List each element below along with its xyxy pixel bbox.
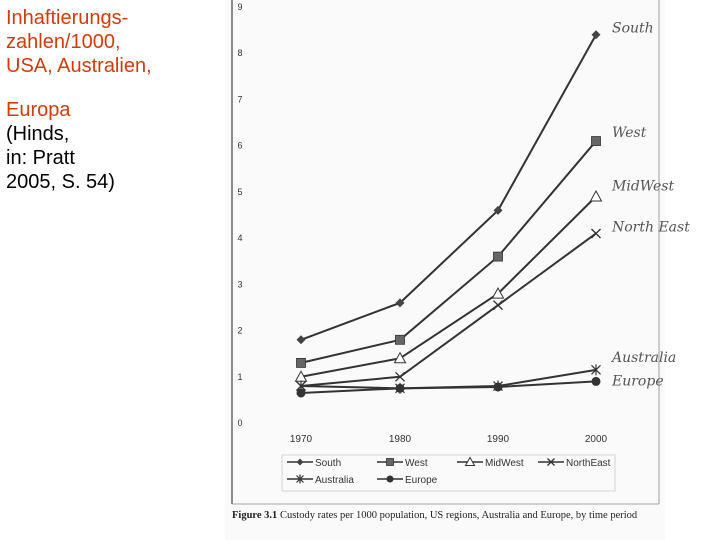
annotation-northeast: North East	[611, 219, 690, 235]
series-line-australia	[300, 368, 597, 390]
point-europe-1990	[493, 382, 503, 392]
x-tick-label-1970: 1970	[290, 434, 313, 445]
annotation-europe: Europe	[611, 373, 664, 389]
point-south-1980	[395, 298, 405, 308]
y-tick-label-8: 8	[237, 48, 242, 58]
point-south-1990	[493, 205, 503, 215]
y-tick-label-6: 6	[237, 141, 242, 151]
series-line-europe	[300, 380, 597, 394]
y-tick-label-7: 7	[237, 94, 242, 104]
x-tick-label-1990: 1990	[487, 434, 510, 445]
caption-label: Figure 3.1	[232, 510, 278, 521]
annotation-midwest: MidWest	[611, 179, 674, 195]
caption-text: Custody rates per 1000 population, US re…	[279, 510, 638, 521]
y-tick-label-9: 9	[237, 2, 242, 12]
series-line-west	[300, 140, 597, 364]
side-text-line5: (Hinds,	[6, 123, 70, 145]
legend-label-australia: Australia	[315, 475, 354, 486]
point-europe-2000	[591, 376, 601, 386]
legend-label-south: South	[315, 458, 341, 469]
point-midwest-1980	[393, 351, 407, 364]
point-europe-1970	[296, 388, 306, 398]
scanned-figure	[225, 0, 665, 540]
point-northeast-1990	[493, 300, 503, 311]
series-line-midwest	[300, 195, 597, 378]
legend-label-europe: Europe	[405, 475, 438, 486]
point-europe-1980	[395, 383, 405, 393]
point-south-1970	[296, 335, 306, 345]
annotation-west: West	[612, 125, 647, 141]
point-midwest-1990	[491, 287, 505, 299]
point-west-1980	[395, 334, 405, 345]
annotation-south: South	[612, 21, 654, 37]
side-text-line2: zahlen/1000,	[6, 31, 121, 53]
slide-text: Inhaftierungs- zahlen/1000, USA, Austral…	[6, 6, 221, 194]
point-west-2000	[591, 136, 601, 146]
y-tick-label-0: 0	[237, 418, 242, 428]
figure-caption: Figure 3.1 Custody rates per 1000 popula…	[232, 509, 672, 522]
x-tick-label-2000: 2000	[585, 434, 608, 445]
y-tick-label-3: 3	[237, 279, 242, 289]
legend-box	[281, 454, 616, 492]
point-west-1970	[296, 358, 306, 368]
legend-label-northeast: NorthEast	[566, 458, 611, 469]
series-line-northeast	[300, 232, 597, 388]
legend-marker-west	[386, 458, 394, 466]
side-text-line7: 2005, S. 54)	[6, 171, 115, 193]
point-south-2000	[591, 30, 601, 40]
y-tick-label-4: 4	[237, 233, 242, 243]
point-northeast-2000	[591, 228, 601, 239]
point-west-1990	[493, 251, 503, 262]
legend-marker-australia	[296, 474, 304, 484]
series-line-south	[300, 34, 597, 341]
x-tick-label-1980: 1980	[389, 434, 412, 445]
legend-label-west: West	[405, 458, 428, 469]
side-text-line3: USA, Australien,	[6, 55, 152, 77]
y-tick-label-5: 5	[237, 187, 242, 197]
legend-label-midwest: MidWest	[485, 458, 524, 469]
legend-marker-europe	[386, 475, 394, 483]
legend-marker-south	[296, 458, 304, 466]
annotation-australia: Australia	[610, 350, 676, 366]
y-tick-label-1: 1	[237, 372, 242, 382]
side-text-line1: Inhaftierungs-	[6, 7, 129, 29]
side-text-line4: Europa	[6, 99, 71, 121]
legend-marker-northeast	[547, 458, 555, 466]
point-midwest-2000	[589, 189, 603, 202]
side-text-line6: in: Pratt	[6, 147, 75, 169]
point-australia-2000	[591, 364, 601, 376]
legend-marker-midwest	[464, 456, 476, 466]
y-tick-label-2: 2	[237, 326, 242, 336]
point-northeast-1980	[395, 371, 405, 382]
